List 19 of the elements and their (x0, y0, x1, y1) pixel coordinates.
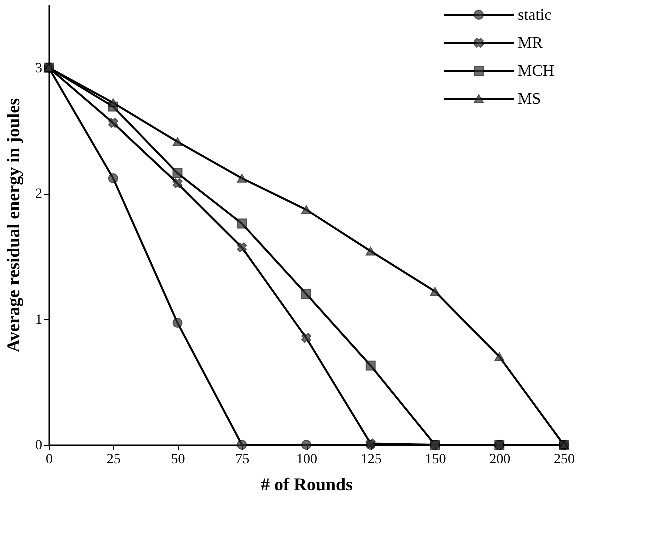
legend-label: static (518, 7, 552, 24)
x-tick-label: 200 (490, 452, 511, 468)
y-tick-label: 0 (36, 438, 42, 454)
x-tick-label: 125 (360, 452, 382, 468)
x-tick-label: 0 (46, 452, 53, 468)
x-tick-label: 100 (296, 452, 318, 468)
x-tick-label: 75 (236, 452, 250, 468)
y-tick-label: 2 (36, 187, 42, 202)
y-tick-label: 3 (36, 61, 42, 76)
x-tick-label: 150 (425, 452, 446, 468)
legend-label: MR (518, 35, 544, 52)
x-tick-label: 25 (106, 452, 121, 468)
x-tick-label: 50 (171, 452, 186, 468)
y-tick-label: 1 (36, 312, 42, 328)
legend-label: MS (518, 91, 542, 108)
x-axis-title: # of Rounds (260, 474, 354, 494)
legend-label: MCH (518, 63, 555, 80)
x-tick-label: 250 (554, 452, 575, 468)
y-axis-title: Average residual energy in joules (4, 98, 24, 353)
